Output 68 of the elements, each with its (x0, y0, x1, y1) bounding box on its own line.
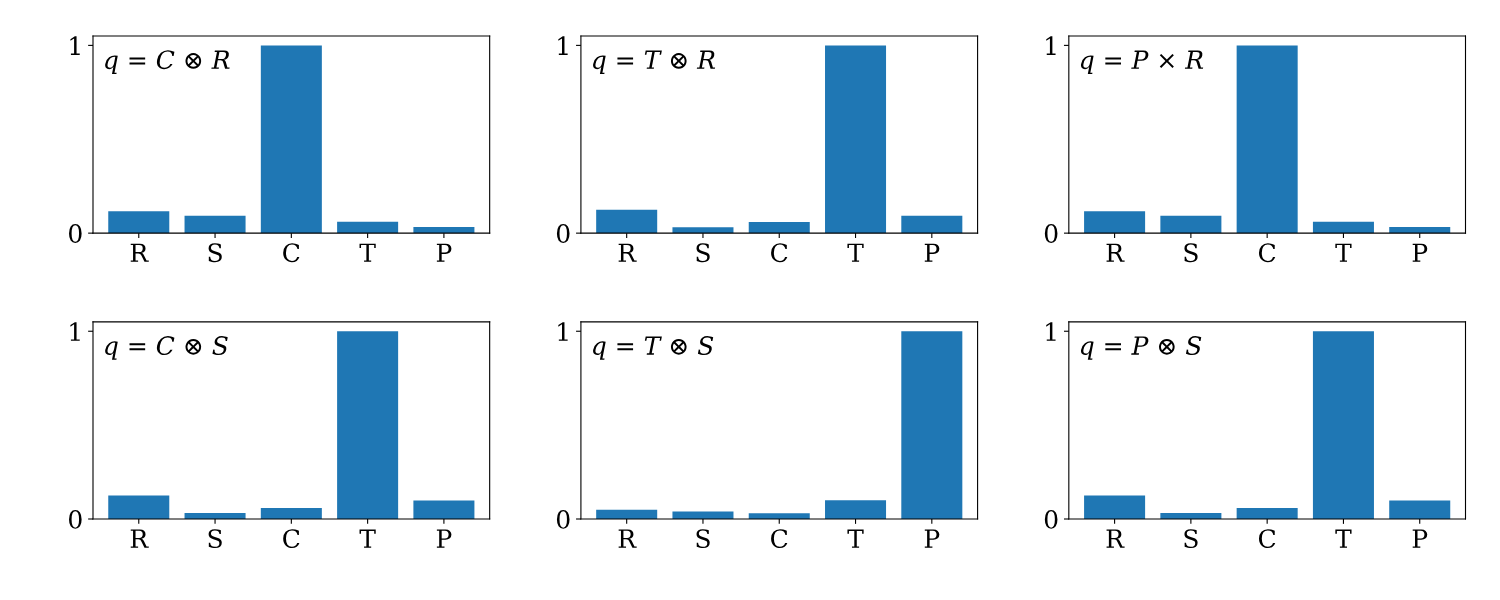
x-tick-label: R (618, 243, 637, 262)
x-tick-label: C (283, 529, 300, 549)
bar (901, 215, 963, 234)
bar (413, 500, 475, 519)
annotation: q = T ⊗ S (593, 336, 714, 360)
annotation: q = C ⊗ S (105, 336, 228, 360)
annotation: q = P ⊗ S (1080, 336, 1202, 360)
x-tick-label: C (771, 243, 788, 263)
bar (337, 331, 399, 519)
bar (672, 511, 734, 519)
x-tick-label: S (1184, 243, 1198, 263)
bar (108, 211, 170, 234)
y-tick-label: 1 (558, 36, 568, 55)
bar (1084, 211, 1146, 234)
bar (1389, 500, 1451, 519)
bar (1160, 215, 1222, 234)
y-tick-label: 0 (556, 224, 570, 243)
x-tick-label: S (696, 529, 710, 549)
x-tick-label: C (283, 243, 300, 263)
x-tick-label: S (1184, 529, 1198, 549)
x-tick-label: T (1335, 243, 1352, 262)
y-tick-label: 0 (1044, 509, 1058, 529)
x-tick-label: P (924, 243, 940, 262)
bar (1236, 508, 1298, 519)
annotation: q = T ⊗ R (593, 50, 716, 74)
bar (260, 45, 322, 234)
bar (184, 215, 246, 234)
bar (901, 331, 963, 519)
bar (596, 209, 658, 234)
x-tick-label: P (924, 529, 940, 548)
x-tick-label: R (130, 243, 149, 262)
x-tick-label: T (1335, 529, 1352, 548)
x-tick-label: P (436, 243, 452, 262)
x-tick-label: R (1106, 243, 1125, 262)
y-tick-label: 0 (1044, 224, 1058, 243)
x-tick-label: P (436, 529, 452, 548)
x-tick-label: R (130, 529, 149, 548)
x-tick-label: P (1412, 529, 1428, 548)
x-tick-label: T (847, 243, 864, 262)
bar (1312, 331, 1374, 519)
x-tick-label: S (208, 529, 222, 549)
x-tick-label: T (359, 243, 376, 262)
x-tick-label: C (771, 529, 788, 549)
y-tick-label: 0 (556, 509, 570, 529)
x-tick-label: T (359, 529, 376, 548)
y-tick-label: 1 (70, 36, 80, 55)
x-tick-label: S (696, 243, 710, 263)
x-tick-label: R (1106, 529, 1125, 548)
x-tick-label: P (1412, 243, 1428, 262)
bar (1236, 45, 1298, 234)
x-tick-label: R (618, 529, 637, 548)
bar (108, 495, 170, 519)
annotation: q = P × R (1080, 50, 1204, 74)
annotation: q = C ⊗ R (105, 50, 230, 74)
x-tick-label: T (847, 529, 864, 548)
y-tick-label: 1 (558, 322, 568, 341)
bar (260, 508, 322, 519)
x-tick-label: S (208, 243, 222, 263)
y-tick-label: 0 (69, 224, 82, 243)
x-tick-label: C (1259, 243, 1276, 263)
x-tick-label: C (1259, 529, 1276, 549)
bar (1084, 495, 1146, 519)
y-tick-label: 1 (1046, 322, 1056, 341)
y-tick-label: 1 (70, 322, 80, 341)
y-tick-label: 1 (1046, 36, 1056, 55)
bar (825, 500, 887, 519)
bar (825, 45, 887, 234)
y-tick-label: 0 (69, 509, 82, 529)
